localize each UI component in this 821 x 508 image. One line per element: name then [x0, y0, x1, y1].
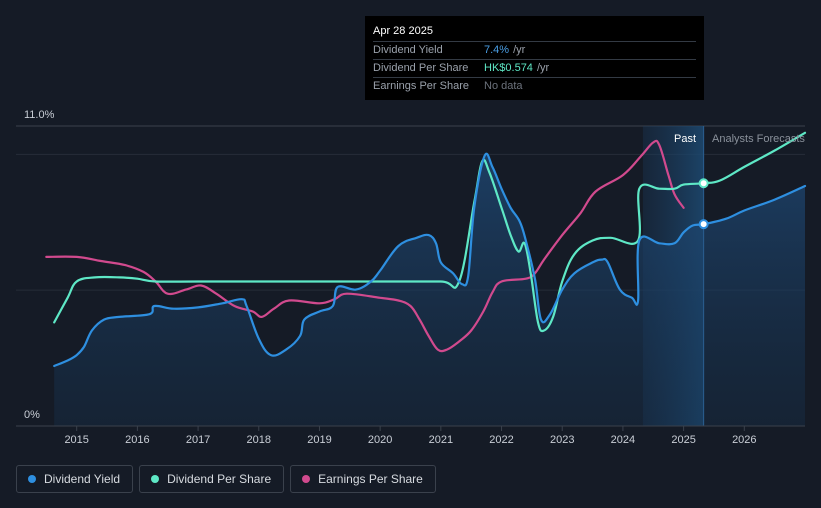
series-lines [45, 131, 807, 368]
x-tick-label: 2016 [125, 434, 149, 446]
forecast-label: Analysts Forecasts [712, 133, 805, 145]
past-label: Past [674, 133, 696, 145]
earnings-per-share-line [45, 139, 685, 353]
legend: Dividend Yield Dividend Per Share Earnin… [16, 465, 436, 493]
tooltip-date: Apr 28 2025 [373, 25, 433, 37]
x-tick-label: 2015 [64, 434, 88, 446]
tooltip: Apr 28 2025 Dividend Yield 7.4% /yr Divi… [365, 16, 704, 100]
legend-item-dividend-per-share[interactable]: Dividend Per Share [139, 465, 285, 493]
tooltip-row-earnings-per-share: Earnings Per Share No data [373, 77, 696, 95]
x-tick-label: 2018 [247, 434, 271, 446]
legend-dot-icon [302, 475, 311, 483]
area-layer [54, 153, 805, 427]
tooltip-value: No data [484, 80, 523, 92]
tooltip-row-dividend-per-share: Dividend Per Share HK$0.574 /yr [373, 59, 696, 77]
dividend-yield-line [53, 152, 807, 368]
x-tick-label: 2020 [368, 434, 392, 446]
x-tick-label: 2017 [186, 434, 210, 446]
x-tick-label: 2025 [671, 434, 695, 446]
x-tick-label: 2026 [732, 434, 756, 446]
legend-label: Dividend Yield [44, 472, 121, 486]
tooltip-value: HK$0.574 [484, 62, 533, 74]
y-axis-top-label: 11.0% [24, 109, 55, 121]
legend-item-dividend-yield[interactable]: Dividend Yield [16, 465, 134, 493]
tooltip-label: Dividend Yield [373, 44, 443, 56]
y-axis-bottom-label: 0% [24, 409, 40, 421]
legend-dot-icon [28, 475, 36, 483]
x-tick-label: 2024 [611, 434, 635, 446]
markers [698, 178, 709, 230]
legend-label: Dividend Per Share [167, 472, 272, 486]
tooltip-label: Earnings Per Share [373, 80, 469, 92]
tooltip-unit: /yr [536, 62, 550, 74]
dividend-chart: 2015 2016 2017 2018 2019 2020 2021 2022 2023 2024… [16, 109, 807, 446]
x-tick-label: 2022 [489, 434, 513, 446]
axes: 2015 2016 2017 2018 2019 2020 2021 2022 2023 2024… [16, 425, 805, 446]
dividend-yield-area [54, 153, 805, 427]
legend-label: Earnings Per Share [318, 472, 423, 486]
legend-dot-icon [151, 475, 160, 483]
tooltip-label: Dividend Per Share [373, 62, 469, 74]
dividend-per-share-marker [698, 178, 709, 189]
legend-item-earnings-per-share[interactable]: Earnings Per Share [290, 465, 436, 493]
tooltip-unit: /yr [513, 44, 526, 56]
dividend-yield-marker [698, 219, 709, 230]
x-tick-label: 2021 [429, 434, 453, 446]
x-tick-label: 2019 [307, 434, 331, 446]
tooltip-row-dividend-yield: Dividend Yield 7.4% /yr [373, 41, 696, 59]
dividend-per-share-line [53, 131, 807, 333]
tooltip-value: 7.4% [484, 44, 510, 56]
x-tick-label: 2023 [550, 434, 574, 446]
